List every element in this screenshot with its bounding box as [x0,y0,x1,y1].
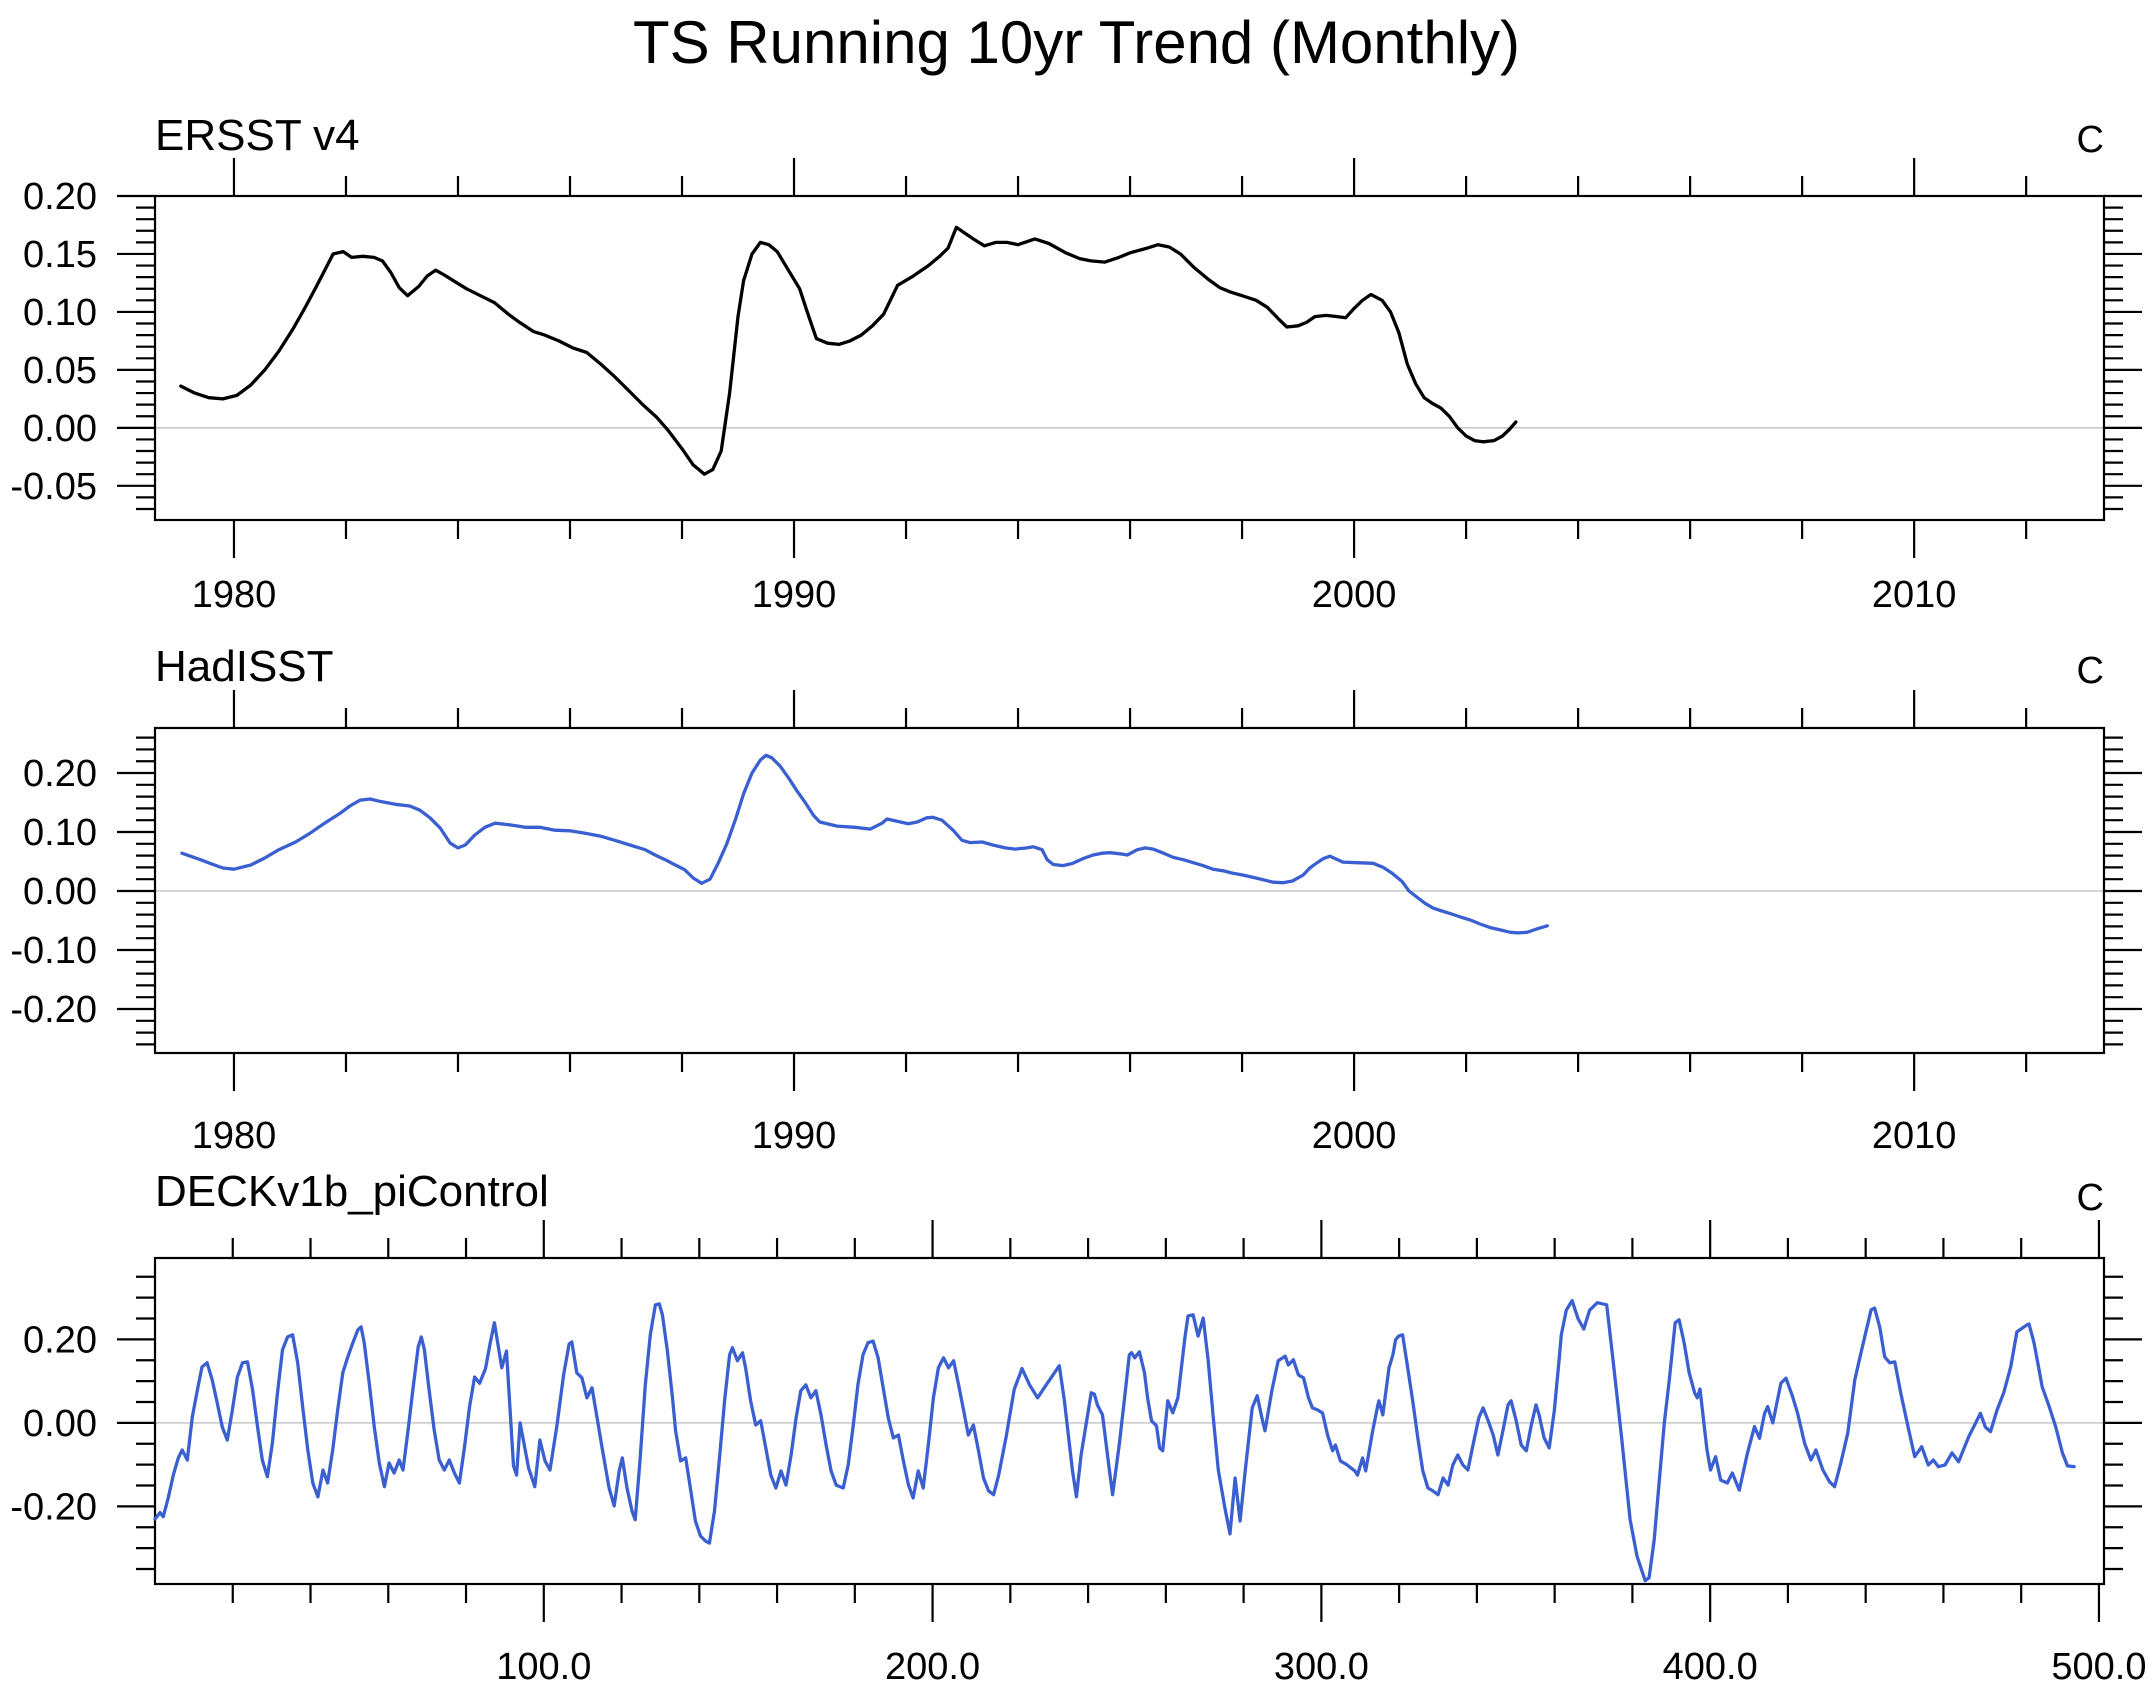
trend-line [179,225,1518,476]
trend-line [153,1298,2076,1583]
y-tick-label: 0.20 [23,1319,97,1361]
y-tick-label: 0.00 [23,408,97,450]
y-tick-label: 0.10 [23,812,97,854]
x-tick-label: 300.0 [1274,1646,1369,1685]
x-tick-label: 1990 [752,1115,837,1157]
y-tick-label: 0.15 [23,234,97,276]
y-tick-label: -0.05 [10,466,97,508]
panel-title: ERSST v4 [155,111,360,160]
panel-title: DECKv1b_piControl [155,1167,549,1216]
plot-frame [153,194,2106,522]
plot-frame [153,726,2106,1055]
y-tick-label: 0.05 [23,350,97,392]
x-tick-label: 200.0 [885,1646,980,1685]
x-tick-label: 100.0 [496,1646,591,1685]
plot-frame [153,1256,2106,1586]
y-tick-label: 0.00 [23,1403,97,1445]
x-tick-label: 2010 [1872,1115,1957,1157]
x-tick-label: 2010 [1872,574,1957,616]
y-tick-label: 0.10 [23,292,97,334]
x-tick-label: 500.0 [2051,1646,2146,1685]
y-tick-label: -0.20 [10,989,97,1031]
unit-label: C [2077,1177,2104,1219]
figure-title: TS Running 10yr Trend (Monthly) [632,9,1521,76]
x-tick-label: 2000 [1312,1115,1397,1157]
unit-label: C [2077,650,2104,692]
y-tick-label: 0.20 [23,753,97,795]
unit-label: C [2077,119,2104,161]
x-tick-label: 2000 [1312,574,1397,616]
y-tick-label: -0.10 [10,930,97,972]
panel-title: HadISST [155,642,334,691]
y-tick-label: 0.20 [23,176,97,218]
x-tick-label: 1980 [192,574,277,616]
x-tick-label: 400.0 [1663,1646,1758,1685]
x-tick-label: 1980 [192,1115,277,1157]
x-tick-label: 1990 [752,574,837,616]
trend-line [180,753,1549,935]
y-tick-label: -0.20 [10,1486,97,1528]
y-tick-label: 0.00 [23,871,97,913]
